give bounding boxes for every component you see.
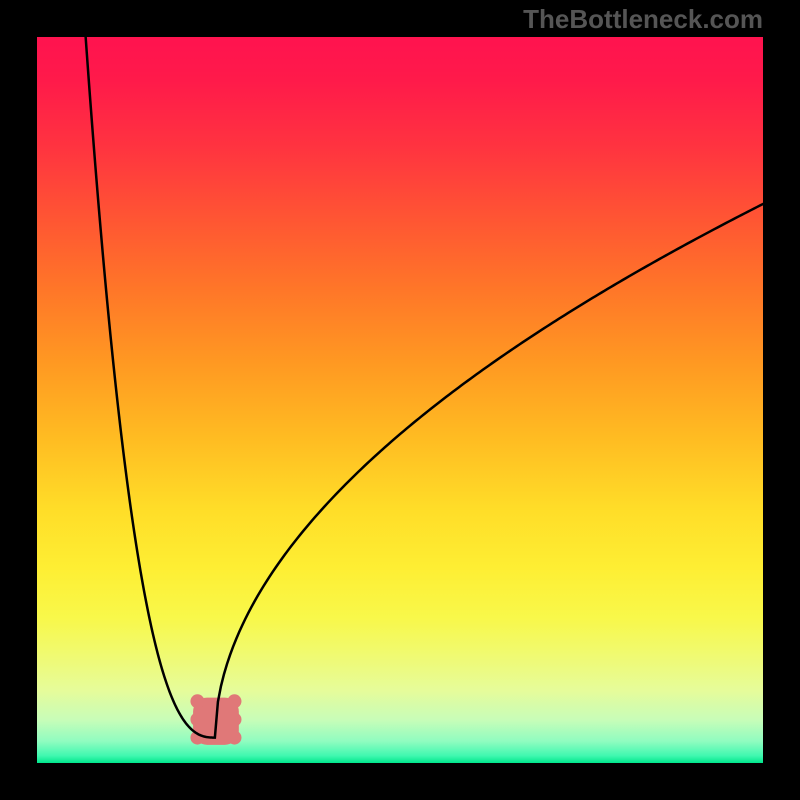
- watermark-text: TheBottleneck.com: [523, 4, 763, 35]
- trough-dot: [190, 694, 204, 708]
- trough-dot: [227, 731, 241, 745]
- trough-dot: [190, 712, 204, 726]
- gradient-background: [37, 37, 763, 763]
- trough-dot: [227, 712, 241, 726]
- trough-dot: [227, 694, 241, 708]
- bottleneck-chart: [37, 37, 763, 763]
